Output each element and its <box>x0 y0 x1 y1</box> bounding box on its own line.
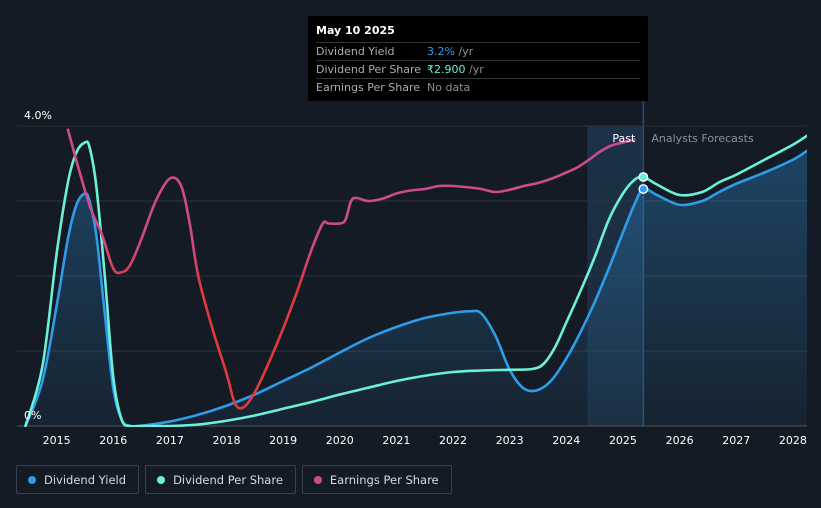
past-label: Past <box>612 132 636 145</box>
y-tick-label: 0% <box>24 409 41 422</box>
tooltip-row-dividend-yield: Dividend Yield 3.2% /yr <box>316 42 640 60</box>
legend-dot-icon <box>157 475 166 484</box>
chart-legend: Dividend Yield Dividend Per Share Earnin… <box>16 465 452 494</box>
dividend-per-share-marker <box>638 172 649 182</box>
legend-dividend-yield[interactable]: Dividend Yield <box>16 465 140 494</box>
tooltip-suffix: /yr <box>465 63 484 76</box>
dividend-per-share-line <box>24 134 807 427</box>
dividend-yield-marker <box>638 184 649 194</box>
y-tick-label: 4.0% <box>24 109 52 122</box>
forecast-label: Analysts Forecasts <box>651 132 754 145</box>
tooltip-suffix: /yr <box>454 45 474 58</box>
x-tick-label: 2028 <box>779 434 807 447</box>
dividend-yield-area <box>25 150 807 427</box>
dividend-yield-line <box>24 149 807 427</box>
x-tick-label: 2022 <box>439 434 467 447</box>
legend-dot-icon <box>313 475 322 484</box>
tooltip-row-earnings-per-share: Earnings Per Share No data <box>316 78 640 96</box>
x-tick-label: 2017 <box>156 434 184 447</box>
tooltip-value: 3.2% <box>427 45 455 58</box>
tooltip-value: ₹2.900 <box>427 63 466 76</box>
x-tick-label: 2027 <box>722 434 750 447</box>
x-tick-label: 2018 <box>213 434 241 447</box>
x-tick-label: 2019 <box>269 434 297 447</box>
legend-dot-icon <box>28 475 36 484</box>
legend-earnings-per-share[interactable]: Earnings Per Share <box>301 465 452 494</box>
x-tick-label: 2025 <box>609 434 637 447</box>
tooltip-date: May 10 2025 <box>316 24 395 37</box>
x-tick-label: 2026 <box>666 434 694 447</box>
tooltip-label: Earnings Per Share <box>316 81 421 94</box>
x-tick-label: 2015 <box>43 434 71 447</box>
x-tick-label: 2016 <box>99 434 127 447</box>
legend-label: Dividend Per Share <box>173 472 283 487</box>
x-tick-label: 2020 <box>326 434 354 447</box>
hover-tooltip: May 10 2025 Dividend Yield 3.2% /yr Divi… <box>308 16 648 101</box>
tooltip-label: Dividend Per Share <box>316 63 422 76</box>
x-tick-label: 2023 <box>496 434 524 447</box>
x-tick-label: 2021 <box>382 434 410 447</box>
legend-label: Earnings Per Share <box>329 472 439 487</box>
earnings-per-share-line <box>66 128 636 410</box>
tooltip-row-dividend-per-share: Dividend Per Share ₹2.900 /yr <box>316 60 640 78</box>
tooltip-label: Dividend Yield <box>316 45 395 58</box>
legend-label: Dividend Yield <box>44 472 127 487</box>
x-tick-label: 2024 <box>552 434 580 447</box>
tooltip-value: No data <box>427 81 471 94</box>
legend-dividend-per-share[interactable]: Dividend Per Share <box>145 465 296 494</box>
dividend-chart: 4.0% 0%2015 2016 2017 2018 2019 2020 2021 2022 20… <box>17 101 807 447</box>
